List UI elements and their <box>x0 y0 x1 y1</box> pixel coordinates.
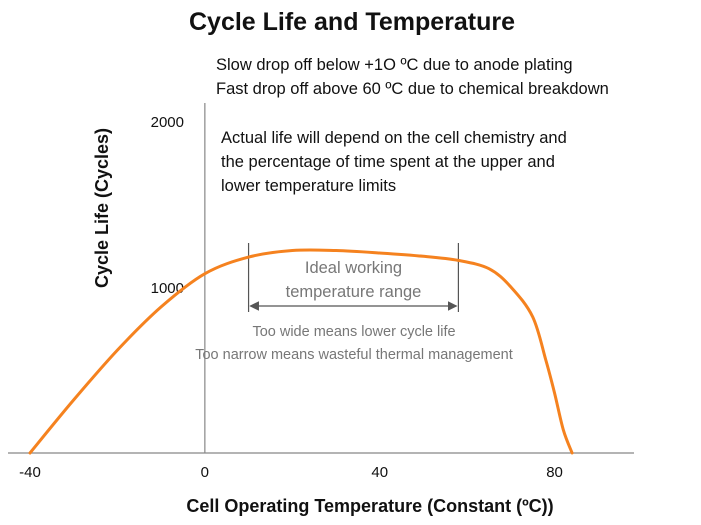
note-slow-drop: Slow drop off below +1O ºC due to anode … <box>216 56 573 74</box>
note-life-line-2: the percentage of time spent at the uppe… <box>221 153 555 171</box>
x-tick-label: 80 <box>546 464 563 481</box>
x-tick-label: 0 <box>201 464 209 481</box>
x-tick-label: 40 <box>371 464 388 481</box>
note-life-line-3: lower temperature limits <box>221 177 396 195</box>
range-label-line-2: temperature range <box>286 283 422 301</box>
note-too-wide: Too wide means lower cycle life <box>252 324 455 340</box>
cycle-life-curve <box>28 248 574 455</box>
note-life-line-1: Actual life will depend on the cell chem… <box>221 129 567 147</box>
chart-title: Cycle Life and Temperature <box>189 8 515 36</box>
x-axis-label: Cell Operating Temperature (Constant (ºC… <box>186 496 553 516</box>
y-axis-label: Cycle Life (Cycles) <box>92 128 112 288</box>
y-tick-label: 2000 <box>151 114 184 131</box>
y-tick-label: 1000 <box>151 280 184 297</box>
range-label-line-1: Ideal working <box>305 259 402 277</box>
ideal-range-marker: Ideal working temperature range <box>247 243 459 312</box>
axes <box>8 103 634 454</box>
x-tick-label: -40 <box>19 464 41 481</box>
note-too-narrow: Too narrow means wasteful thermal manage… <box>195 347 513 363</box>
note-fast-drop: Fast drop off above 60 ºC due to chemica… <box>216 80 609 98</box>
